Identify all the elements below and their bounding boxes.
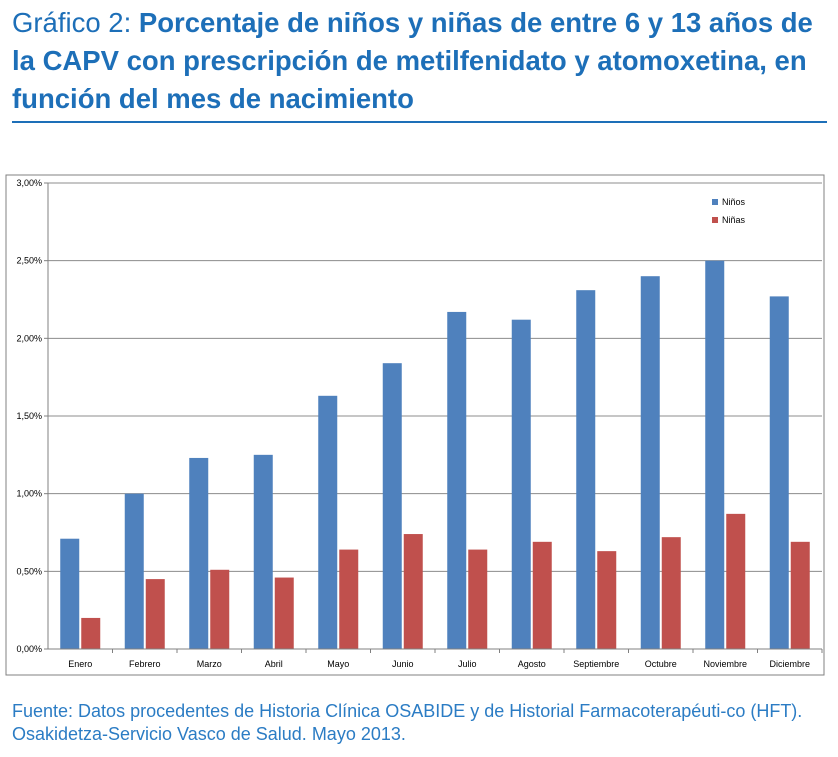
bar-ninos: [124, 493, 144, 649]
x-tick-label: Febrero: [129, 659, 161, 669]
bar-ninos: [640, 276, 660, 649]
legend-swatch-ninas: [712, 217, 718, 223]
legend-label-ninas: Niñas: [722, 215, 746, 225]
bar-ninas: [339, 549, 359, 649]
bar-ninas: [790, 541, 810, 649]
bar-chart: 0,00% 0,50% 1,00% 1,50% 2,00% 2,50% 3,00% Ener…: [5, 174, 825, 676]
x-tick-label: Septiembre: [573, 659, 619, 669]
y-tick-label: 3,00%: [16, 178, 42, 188]
x-tick-label: Diciembre: [769, 659, 810, 669]
bar-ninos: [253, 454, 273, 649]
bars: [60, 260, 810, 649]
y-tick-labels: 0,00% 0,50% 1,00% 1,50% 2,00% 2,50% 3,00%: [16, 178, 42, 654]
axes: [47, 183, 822, 650]
x-tick-label: Mayo: [327, 659, 349, 669]
y-tick-label: 1,50%: [16, 411, 42, 421]
y-tick-label: 2,00%: [16, 333, 42, 343]
y-tick-label: 0,50%: [16, 566, 42, 576]
x-tick-label: Abril: [265, 659, 283, 669]
x-tick-label: Enero: [68, 659, 92, 669]
bar-ninas: [597, 551, 617, 649]
x-tick-label: Marzo: [197, 659, 222, 669]
x-tick-label: Julio: [458, 659, 477, 669]
bar-ninas: [532, 541, 552, 649]
bar-ninas: [274, 577, 294, 649]
gridlines: [44, 182, 823, 653]
bar-ninas: [145, 579, 165, 649]
bar-ninos: [447, 311, 467, 649]
bar-ninas: [403, 534, 423, 649]
x-tick-label: Junio: [392, 659, 414, 669]
y-tick-label: 2,50%: [16, 256, 42, 266]
bar-ninos: [189, 457, 209, 649]
bar-ninas: [210, 569, 230, 649]
legend-label-ninos: Niños: [722, 197, 746, 207]
title-divider: [12, 121, 827, 123]
bar-ninos: [769, 296, 789, 649]
bar-ninas: [726, 513, 746, 649]
legend: Niños Niñas: [712, 197, 746, 225]
chart-title-main: Porcentaje de niños y niñas de entre 6 y…: [12, 7, 813, 114]
bar-ninas: [661, 537, 681, 649]
source-note: Fuente: Datos procedentes de Historia Cl…: [12, 701, 803, 744]
bar-ninos: [60, 538, 80, 649]
x-tick-label: Noviembre: [703, 659, 747, 669]
bar-ninos: [576, 290, 596, 649]
bar-ninas: [81, 617, 101, 649]
legend-swatch-ninos: [712, 199, 718, 205]
y-tick-label: 1,00%: [16, 489, 42, 499]
chart-title: Gráfico 2: Porcentaje de niños y niñas d…: [12, 4, 827, 118]
bar-ninos: [382, 363, 402, 649]
x-tick-label: Octubre: [645, 659, 677, 669]
x-tick-label: Agosto: [518, 659, 546, 669]
y-tick-label: 0,00%: [16, 644, 42, 654]
bar-ninos: [511, 319, 531, 649]
bar-ninas: [468, 549, 488, 649]
bar-ninos: [705, 260, 725, 649]
bar-ninos: [318, 395, 338, 649]
chart-title-prefix: Gráfico 2:: [12, 7, 139, 38]
x-tick-labels: Enero Febrero Marzo Abril Mayo Junio Julio Agos…: [68, 659, 810, 669]
